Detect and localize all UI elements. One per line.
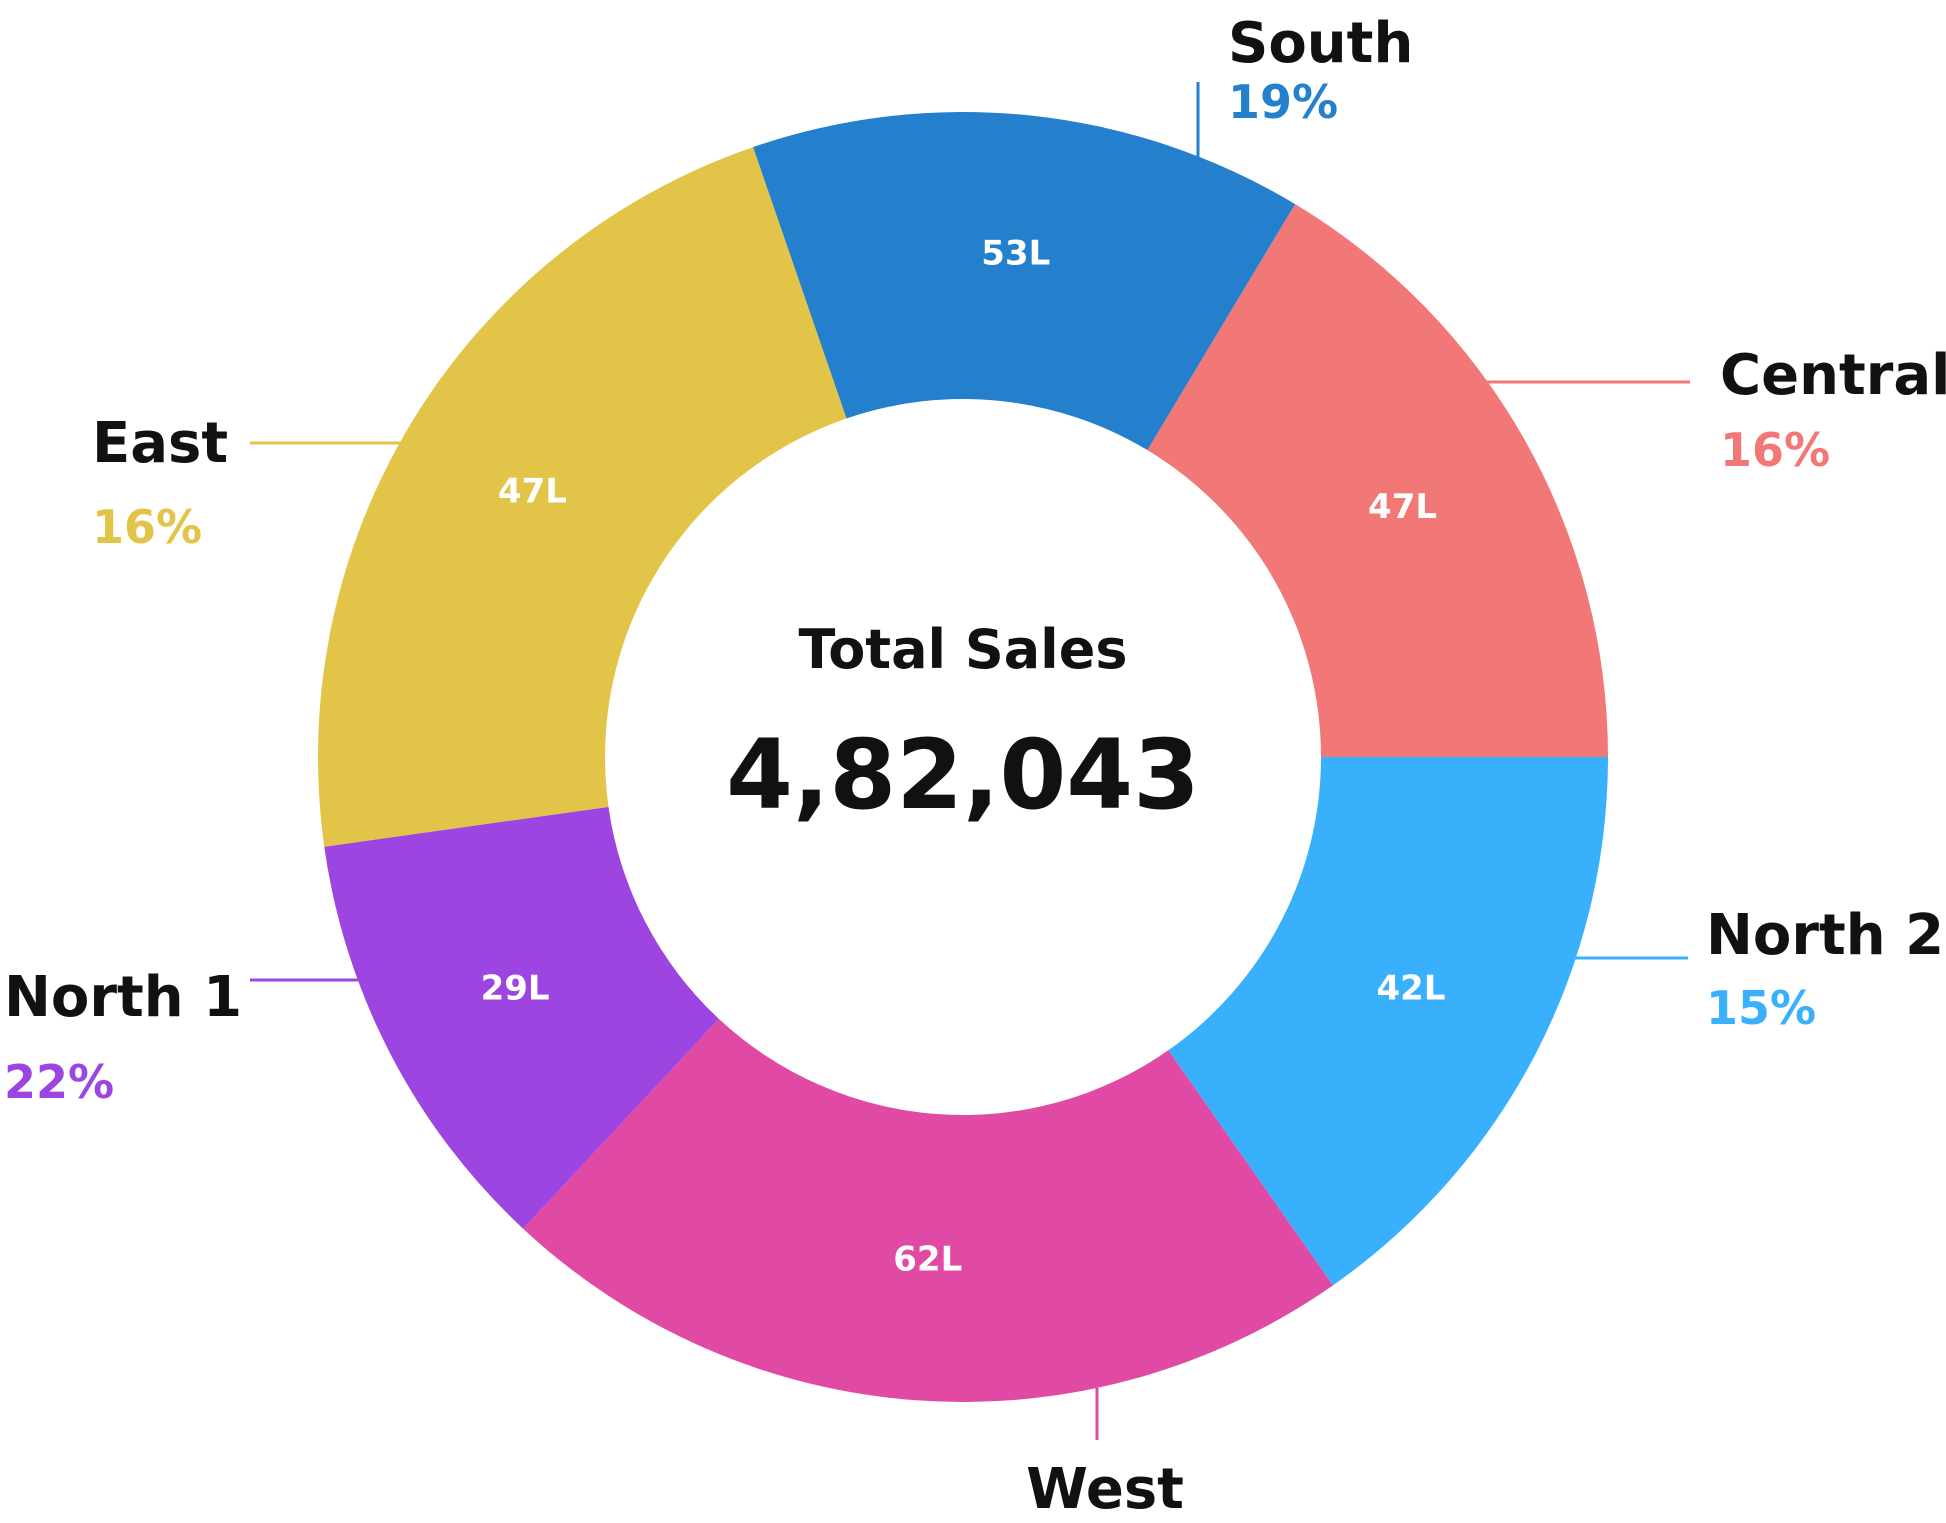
category-percent-south: 19% [1228,75,1338,129]
slice-value-label-north-1: 29L [481,969,550,1009]
center-title: Total Sales [799,618,1128,681]
slice-value-label-west: 62L [893,1239,962,1279]
slice-east [317,147,847,847]
slice-south [753,111,1296,451]
category-label-east: East [92,411,228,476]
slice-value-label-north-2: 42L [1376,969,1445,1009]
category-label-north-2: North 2 [1706,903,1944,968]
slice-value-label-central: 47L [1368,487,1437,527]
slice-west [523,1018,1333,1402]
category-label-west: West [1026,1457,1184,1522]
center-total-value: 4,82,043 [726,719,1200,831]
segment-value-labels: 53L 47L 42L 62L 29L 47L [481,233,1446,1279]
category-label-south: South [1228,11,1413,76]
category-percent-east: 16% [92,500,202,554]
category-label-central: Central [1720,343,1946,408]
slice-north-2 [1168,757,1608,1286]
donut-segments [317,111,1608,1402]
category-label-north-1: North 1 [4,965,242,1030]
slice-value-label-east: 47L [498,472,567,512]
category-percent-north-1: 22% [4,1055,114,1109]
category-percent-north-2: 15% [1706,981,1816,1035]
slice-central [1147,204,1608,758]
slice-value-label-south: 53L [981,233,1050,273]
category-percent-central: 16% [1720,423,1830,477]
slice-north-1 [324,806,719,1229]
callout-lines [250,82,1690,1440]
